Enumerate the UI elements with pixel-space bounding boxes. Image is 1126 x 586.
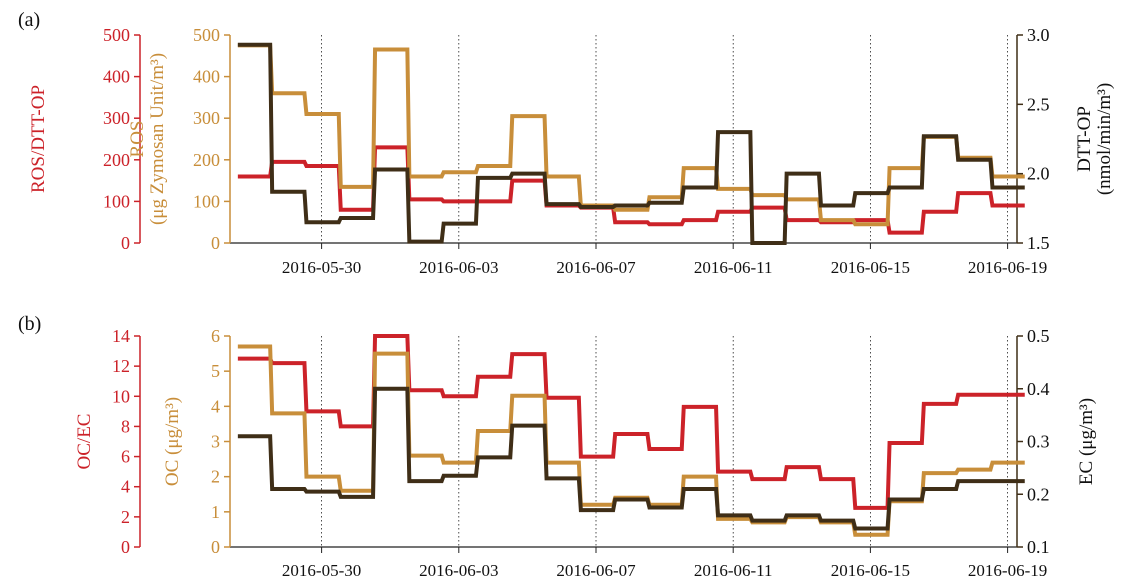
panel-b: (b) 2016-05-30 2016-06-03 2016-06-07 2016-06… xyxy=(18,313,1097,580)
series-line-red xyxy=(237,334,1025,510)
left-inner-axis-title: OC (μg/m³) xyxy=(162,397,183,486)
left-inner-axis-title: ROS xyxy=(127,121,148,158)
right-tick-label: 3.0 xyxy=(1027,25,1050,45)
left-outer-tick-label: 0 xyxy=(121,233,130,253)
left-inner-tick-label: 2 xyxy=(211,467,220,487)
right-tick-label: 0.2 xyxy=(1027,484,1050,504)
x-tick-label: 2016-06-03 xyxy=(419,561,498,580)
x-tick-label: 2016-06-07 xyxy=(556,561,636,580)
right-axis-title: DTT-OP xyxy=(1074,106,1095,172)
left-inner-tick-label: 0 xyxy=(211,233,220,253)
left-outer-tick-label: 0 xyxy=(121,537,130,557)
x-tick-label: 2016-05-30 xyxy=(282,561,361,580)
panel-label: (a) xyxy=(18,9,40,31)
x-tick-label: 2016-06-03 xyxy=(419,258,498,277)
x-tick-label: 2016-06-11 xyxy=(694,258,773,277)
right-tick-label: 0.4 xyxy=(1027,379,1050,399)
left-outer-tick-label: 12 xyxy=(112,356,130,376)
x-tick-label: 2016-06-19 xyxy=(968,561,1047,580)
x-tick-label: 2016-06-07 xyxy=(556,258,636,277)
x-tick-label: 2016-06-19 xyxy=(968,258,1047,277)
left-inner-axis-title: (μg Zymosan Unit/m³) xyxy=(147,53,168,225)
right-tick-label: 0.5 xyxy=(1027,326,1050,346)
left-outer-tick-label: 400 xyxy=(103,67,130,87)
right-tick-label: 0.1 xyxy=(1027,537,1050,557)
left-outer-tick-label: 8 xyxy=(121,416,130,436)
left-inner-tick-label: 300 xyxy=(193,108,220,128)
left-outer-tick-label: 200 xyxy=(103,150,130,170)
right-tick-label: 1.5 xyxy=(1027,233,1050,253)
left-inner-tick-label: 6 xyxy=(211,326,220,346)
right-axis-title: EC (μg/m³) xyxy=(1076,398,1097,485)
left-inner-tick-label: 3 xyxy=(211,432,220,452)
left-inner-tick-label: 100 xyxy=(193,191,220,211)
left-outer-axis-title: ROS/DTT-OP xyxy=(28,85,49,193)
left-outer-tick-label: 2 xyxy=(121,507,130,527)
left-inner-tick-label: 0 xyxy=(211,537,220,557)
left-inner-tick-label: 200 xyxy=(193,150,220,170)
left-inner-tick-label: 4 xyxy=(211,396,220,416)
x-tick-label: 2016-06-15 xyxy=(831,258,910,277)
left-outer-tick-label: 100 xyxy=(103,191,130,211)
panel-a: (a) 2016-05-30 2016-06-03 2016-06-07 2016-06… xyxy=(18,9,1115,277)
right-tick-label: 0.3 xyxy=(1027,432,1050,452)
left-inner-tick-label: 500 xyxy=(193,25,220,45)
x-tick-label: 2016-06-11 xyxy=(694,561,773,580)
panel-label: (b) xyxy=(18,313,41,335)
left-outer-axis-title: OC/EC xyxy=(74,414,95,470)
x-tick-label: 2016-05-30 xyxy=(282,258,361,277)
x-tick-label: 2016-06-15 xyxy=(831,561,910,580)
right-tick-label: 2.0 xyxy=(1027,164,1050,184)
left-outer-tick-label: 14 xyxy=(112,326,130,346)
left-outer-tick-label: 6 xyxy=(121,447,130,467)
left-outer-tick-label: 300 xyxy=(103,108,130,128)
left-outer-tick-label: 4 xyxy=(121,477,130,497)
left-outer-tick-label: 10 xyxy=(112,386,130,406)
right-axis-title: (nmol/min/m³) xyxy=(1094,83,1115,195)
left-inner-tick-label: 1 xyxy=(211,502,220,522)
left-inner-tick-label: 5 xyxy=(211,361,220,381)
series-line-dark xyxy=(237,386,1025,531)
right-tick-label: 2.5 xyxy=(1027,94,1050,114)
series-line-gold xyxy=(237,344,1025,537)
series-line-gold xyxy=(237,43,1025,227)
series-line-dark xyxy=(237,42,1025,245)
left-outer-tick-label: 500 xyxy=(103,25,130,45)
left-inner-tick-label: 400 xyxy=(193,67,220,87)
